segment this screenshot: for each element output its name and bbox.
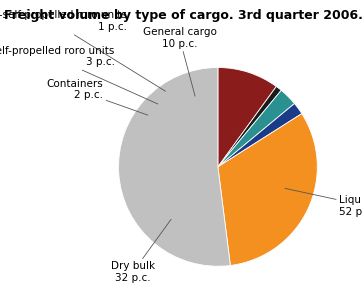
- Text: Dry bulk
32 p.c.: Dry bulk 32 p.c.: [111, 219, 171, 283]
- Text: Liquid bulk
52 p.c.: Liquid bulk 52 p.c.: [285, 188, 362, 217]
- Wedge shape: [218, 68, 276, 167]
- Text: Containers
2 p.c.: Containers 2 p.c.: [47, 78, 148, 115]
- Wedge shape: [218, 114, 317, 266]
- Wedge shape: [218, 90, 294, 167]
- Text: General cargo
10 p.c.: General cargo 10 p.c.: [143, 27, 216, 96]
- Text: Freight volume by type of cargo. 3rd quarter 2006. Per cent: Freight volume by type of cargo. 3rd qua…: [4, 9, 362, 22]
- Text: Non-self-propelled roro units
1 p.c.: Non-self-propelled roro units 1 p.c.: [0, 10, 165, 91]
- Text: Self-propelled roro units
3 p.c.: Self-propelled roro units 3 p.c.: [0, 46, 158, 104]
- Wedge shape: [118, 68, 230, 266]
- Wedge shape: [218, 103, 302, 167]
- Wedge shape: [218, 86, 281, 167]
